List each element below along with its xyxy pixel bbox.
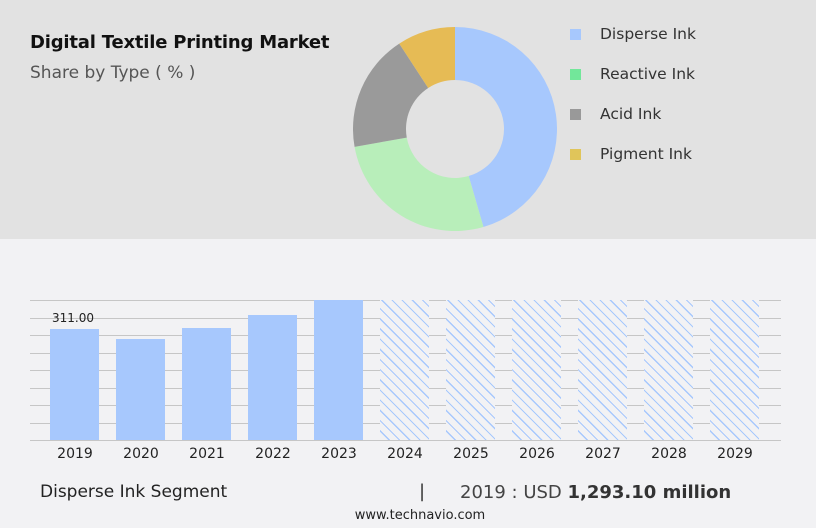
x-axis-label: 2024 — [387, 446, 423, 462]
legend-item: Pigment Ink — [570, 134, 696, 174]
legend-item: Disperse Ink — [570, 14, 696, 54]
legend-swatch-icon — [570, 108, 581, 120]
x-axis-label: 2025 — [453, 446, 489, 462]
forecast-bar — [644, 300, 693, 440]
x-axis-label: 2022 — [255, 446, 291, 462]
year-label: 2019 : USD — [460, 482, 568, 503]
donut-segment — [455, 27, 557, 227]
legend-swatch-icon — [570, 148, 581, 160]
forecast-bar — [710, 300, 759, 440]
donut-segment — [353, 43, 429, 147]
forecast-bar — [578, 300, 627, 440]
bar-value-label: 311.00 — [52, 310, 94, 325]
source-url: www.technavio.com — [354, 508, 486, 523]
bar — [182, 327, 231, 440]
bar — [50, 328, 99, 440]
bar-chart: 311.00 2019 2020 2021 2022 2023 2024 2025 2026 20… — [0, 239, 816, 469]
segment-value: 2019 : USD 1,293.10 million — [460, 482, 731, 503]
legend-item: Acid Ink — [570, 94, 696, 134]
x-axis-label: 2027 — [585, 446, 621, 462]
x-axis-label: 2028 — [651, 446, 687, 462]
x-axis-label: 2026 — [519, 446, 555, 462]
bar — [116, 338, 165, 440]
x-axis-label: 2021 — [189, 446, 225, 462]
legend-label: Pigment Ink — [600, 145, 692, 163]
x-axis-label: 2023 — [321, 446, 357, 462]
segment-label: Disperse Ink Segment — [40, 482, 228, 502]
grid-line — [30, 440, 781, 441]
legend-label: Disperse Ink — [600, 25, 696, 43]
forecast-bar — [512, 300, 561, 440]
donut-segment — [399, 27, 455, 88]
forecast-bar — [446, 300, 495, 440]
footer-separator: | — [419, 481, 426, 502]
bar — [248, 315, 297, 440]
legend-swatch-icon — [570, 68, 581, 80]
x-axis-label: 2019 — [57, 446, 93, 462]
x-axis-label: 2029 — [717, 446, 753, 462]
donut-chart — [353, 27, 557, 231]
legend-item: Reactive Ink — [570, 54, 696, 94]
forecast-bar — [380, 300, 429, 440]
chart-title: Digital Textile Printing Market — [30, 32, 330, 53]
chart-subtitle: Share by Type ( % ) — [30, 63, 196, 83]
share-panel: Digital Textile Printing Market Share by… — [0, 0, 816, 239]
value-amount: 1,293.10 million — [567, 482, 732, 503]
donut-segment — [354, 137, 484, 231]
legend-label: Reactive Ink — [600, 65, 696, 83]
x-axis-label: 2020 — [123, 446, 159, 462]
legend: Disperse Ink Reactive Ink Acid Ink Pigment … — [570, 14, 696, 174]
bar — [314, 300, 363, 440]
legend-label: Acid Ink — [600, 105, 662, 123]
legend-swatch-icon — [570, 28, 581, 40]
